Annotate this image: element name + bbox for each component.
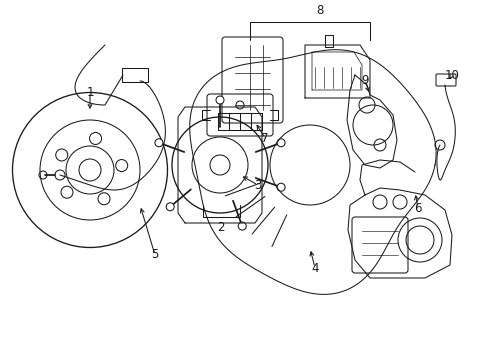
Circle shape [216,96,224,104]
Text: 6: 6 [413,202,421,215]
Text: 3: 3 [254,179,261,192]
Circle shape [277,139,285,147]
Text: 1: 1 [86,86,94,99]
Text: 8: 8 [316,4,323,17]
Circle shape [155,139,163,147]
Circle shape [277,183,285,191]
Circle shape [238,222,246,230]
Text: 2: 2 [217,220,224,234]
Text: 7: 7 [261,131,268,144]
Text: 9: 9 [361,73,368,86]
Circle shape [166,203,174,211]
Text: 10: 10 [444,68,459,81]
Text: 4: 4 [311,261,318,275]
Text: 5: 5 [151,248,159,261]
